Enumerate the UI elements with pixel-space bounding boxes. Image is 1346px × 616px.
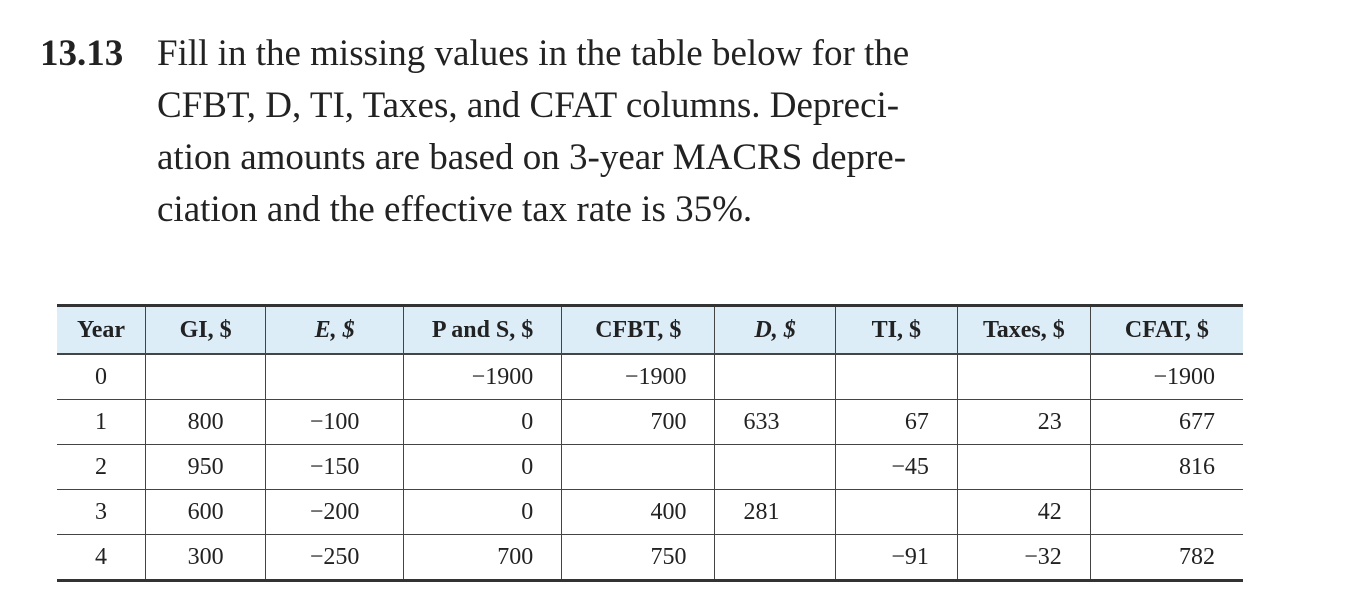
table-cell: 0 (402, 399, 562, 445)
table-cell: 782 (1089, 534, 1243, 581)
table-cell: 4 (57, 534, 146, 581)
table-cell: 700 (402, 534, 562, 581)
column-header: CFBT, $ (561, 305, 715, 355)
table-cell: 750 (561, 534, 715, 581)
table-row: 4 300 −250 700 750 −91 −32 782 (57, 534, 1243, 581)
table-cell (265, 353, 404, 400)
text-line: ation amounts are based on 3-year MACRS … (157, 137, 907, 178)
table-cell: 3 (57, 489, 146, 535)
table-cell: −200 (265, 489, 404, 535)
table-cell: 400 (561, 489, 715, 535)
table-body: 0 −1900 −1900 −1900 1 800 −100 0 700 633 67 23 677 2 9… (57, 353, 1243, 581)
column-header: CFAT, $ (1089, 305, 1243, 355)
table-cell: 633 (714, 399, 836, 445)
table-cell (834, 489, 958, 535)
table-cell (145, 353, 266, 400)
table-cell: 0 (402, 444, 562, 490)
table-cell (714, 534, 836, 581)
table-cell (1089, 489, 1243, 535)
table-cell (561, 444, 715, 490)
table-cell (834, 353, 958, 400)
table-cell: 816 (1089, 444, 1243, 490)
text-line: Fill in the missing values in the table … (157, 33, 910, 74)
column-header: D, $ (714, 305, 836, 355)
table-cell: −1900 (1089, 353, 1243, 400)
table-cell: −32 (956, 534, 1091, 581)
table-cell: 950 (145, 444, 266, 490)
table-cell: 67 (834, 399, 958, 445)
table-cell (714, 353, 836, 400)
table-cell: −250 (265, 534, 404, 581)
table-cell: 42 (956, 489, 1091, 535)
column-header: P and S, $ (402, 305, 562, 355)
table-row: 3 600 −200 0 400 281 42 (57, 489, 1243, 535)
text-line: ciation and the effective tax rate is 35… (157, 189, 753, 230)
table-cell: 281 (714, 489, 836, 535)
table-cell: −100 (265, 399, 404, 445)
table-cell (714, 444, 836, 490)
column-header: Taxes, $ (956, 305, 1091, 355)
table-cell: 677 (1089, 399, 1243, 445)
table-cell: 600 (145, 489, 266, 535)
table-cell: −1900 (402, 353, 562, 400)
data-table: Year GI, $ E, $ P and S, $ CFBT, $ D, $ TI, $ T… (57, 304, 1243, 582)
table-cell: 0 (57, 353, 146, 400)
table-cell: −150 (265, 444, 404, 490)
text-line: CFBT, D, TI, Taxes, and CFAT columns. De… (157, 85, 900, 126)
table-cell: 700 (561, 399, 715, 445)
column-header: Year (57, 305, 146, 355)
table-cell: −45 (834, 444, 958, 490)
table-cell: 300 (145, 534, 266, 581)
column-header: E, $ (265, 305, 404, 355)
table-cell: −91 (834, 534, 958, 581)
column-header: TI, $ (834, 305, 958, 355)
table-cell: −1900 (561, 353, 715, 400)
table-cell: 23 (956, 399, 1091, 445)
table-row: 0 −1900 −1900 −1900 (57, 353, 1243, 400)
table-row: 2 950 −150 0 −45 816 (57, 444, 1243, 490)
column-header: GI, $ (145, 305, 266, 355)
table-cell (956, 353, 1091, 400)
header-row: Year GI, $ E, $ P and S, $ CFBT, $ D, $ TI, $ T… (57, 305, 1243, 355)
table-cell: 2 (57, 444, 146, 490)
table-cell: 800 (145, 399, 266, 445)
table-cell: 1 (57, 399, 146, 445)
table-row: 1 800 −100 0 700 633 67 23 677 (57, 399, 1243, 445)
table-cell (956, 444, 1091, 490)
problem-number: 13.13 (40, 33, 124, 74)
problem-text: Fill in the missing values in the table … (157, 28, 909, 236)
table-cell: 0 (402, 489, 562, 535)
